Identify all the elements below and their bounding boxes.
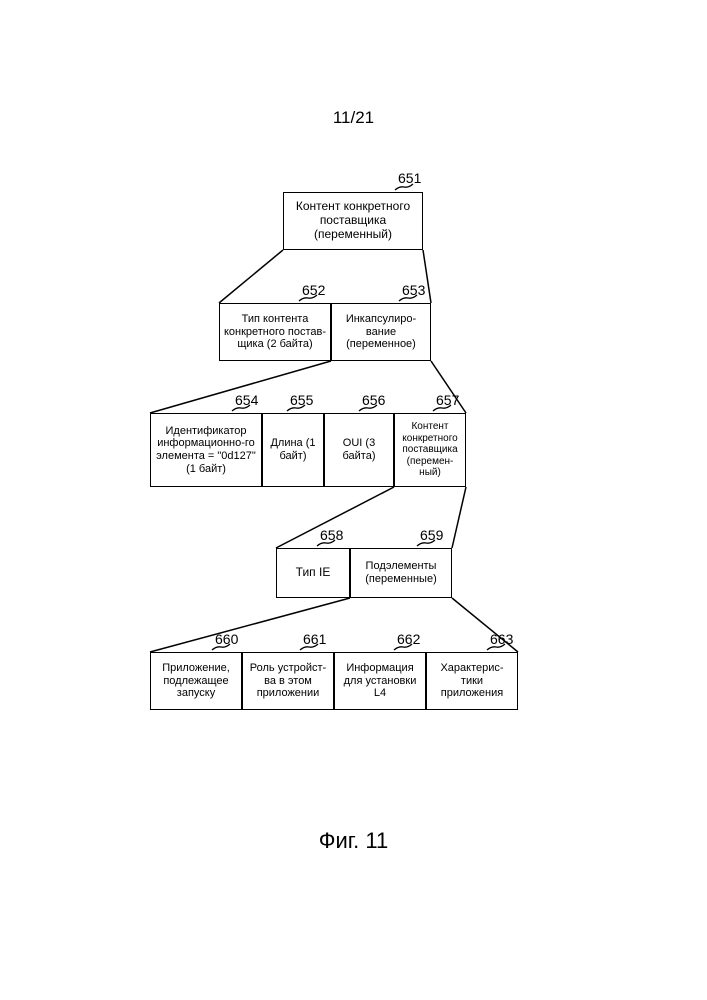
box-661-text: Роль устройст-ва в этом приложении (246, 662, 330, 700)
box-651-vendor-content: Контент конкретного поставщика (переменн… (283, 192, 423, 250)
ref-651: 651 (398, 170, 421, 186)
ref-662: 662 (397, 631, 420, 647)
box-658-ie-type: Тип IE (276, 548, 350, 598)
box-663-app-characteristics: Характерис-тики приложения (426, 652, 518, 710)
box-662-text: Информация для установки L4 (338, 662, 422, 700)
ref-658: 658 (320, 527, 343, 543)
box-654-text: Идентификатор информационно-го элемента … (154, 425, 258, 476)
page-number: 11/21 (0, 108, 707, 128)
box-655-length: Длина (1 байт) (262, 413, 324, 487)
ref-659: 659 (420, 527, 443, 543)
ref-653: 653 (402, 282, 425, 298)
ref-654: 654 (235, 392, 258, 408)
box-657-text: Контент конкретного поставщика (перемен-… (398, 421, 462, 479)
box-661-device-role: Роль устройст-ва в этом приложении (242, 652, 334, 710)
ref-657: 657 (436, 392, 459, 408)
box-660-application: Приложение, подлежащее запуску (150, 652, 242, 710)
box-656-oui: OUI (3 байта) (324, 413, 394, 487)
figure-caption: Фиг. 11 (0, 828, 707, 854)
box-659-text: Подэлементы (переменные) (354, 560, 448, 585)
ref-661: 661 (303, 631, 326, 647)
box-662-l4-info: Информация для установки L4 (334, 652, 426, 710)
box-651-text: Контент конкретного поставщика (переменн… (287, 200, 419, 241)
ref-655: 655 (290, 392, 313, 408)
box-653-text: Инкапсулиро-вание (переменное) (335, 313, 427, 351)
box-652-content-type: Тип контента конкретного постав-щика (2 … (219, 303, 331, 361)
box-655-text: Длина (1 байт) (266, 437, 320, 462)
ref-660: 660 (215, 631, 238, 647)
box-656-text: OUI (3 байта) (328, 437, 390, 462)
box-663-text: Характерис-тики приложения (430, 662, 514, 700)
ref-656: 656 (362, 392, 385, 408)
box-658-text: Тип IE (296, 566, 331, 580)
box-660-text: Приложение, подлежащее запуску (154, 662, 238, 700)
box-654-ie-id: Идентификатор информационно-го элемента … (150, 413, 262, 487)
box-653-encapsulation: Инкапсулиро-вание (переменное) (331, 303, 431, 361)
page: 11/21 Контент конкретного поставщика (пе… (0, 0, 707, 1000)
box-657-vendor-content: Контент конкретного поставщика (перемен-… (394, 413, 466, 487)
box-659-subelements: Подэлементы (переменные) (350, 548, 452, 598)
box-652-text: Тип контента конкретного постав-щика (2 … (223, 313, 327, 351)
ref-652: 652 (302, 282, 325, 298)
ref-663: 663 (490, 631, 513, 647)
